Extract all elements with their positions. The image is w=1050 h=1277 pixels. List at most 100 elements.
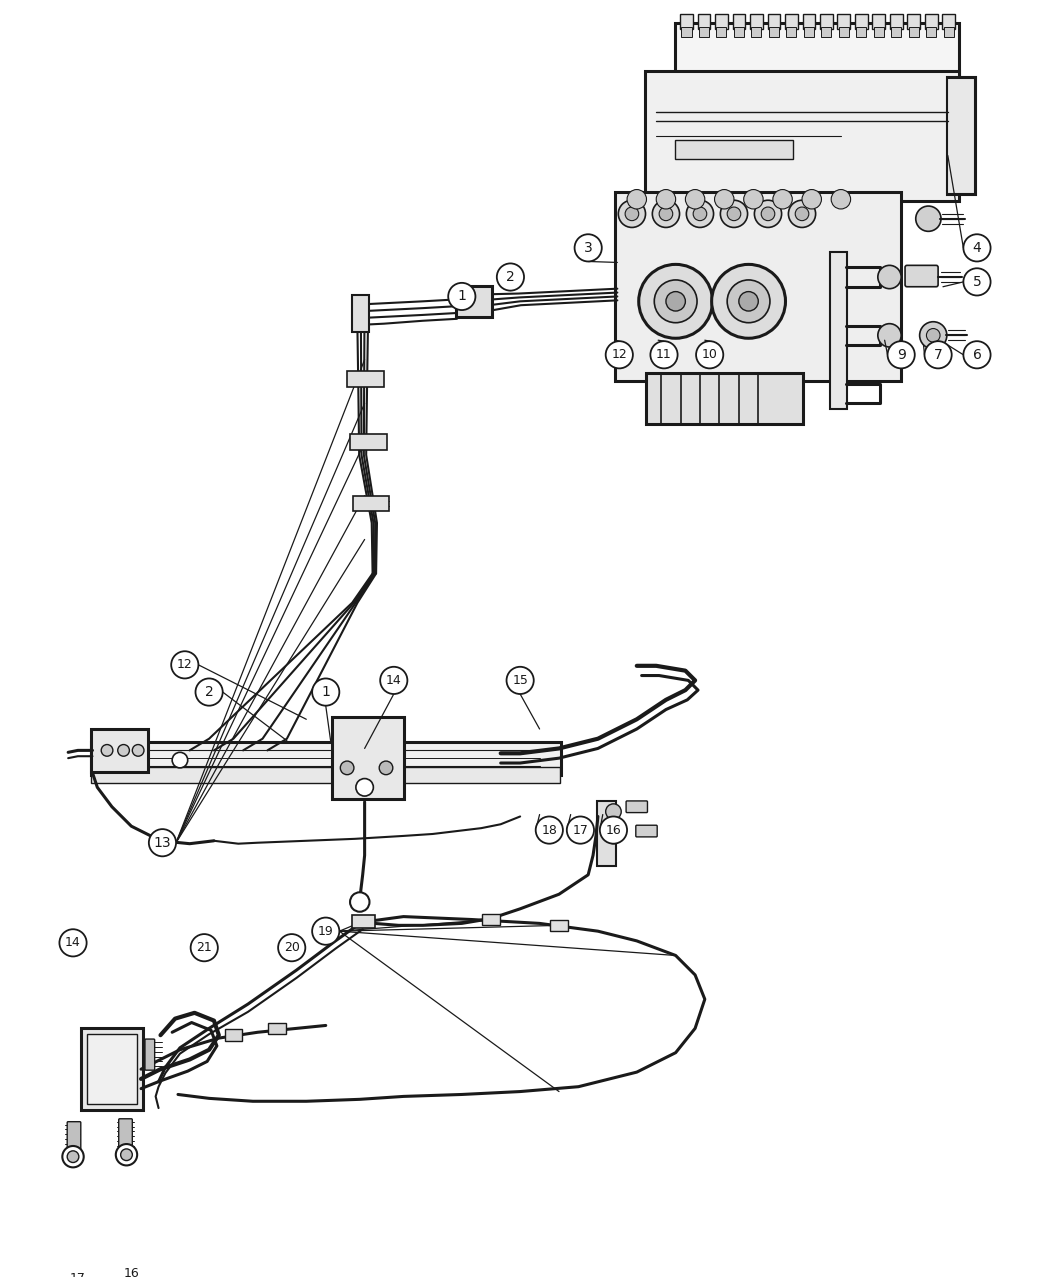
FancyBboxPatch shape xyxy=(90,729,148,771)
Circle shape xyxy=(350,893,370,912)
FancyBboxPatch shape xyxy=(346,372,383,387)
Text: 2: 2 xyxy=(205,684,213,699)
Text: 21: 21 xyxy=(196,941,212,954)
Circle shape xyxy=(171,651,198,678)
Circle shape xyxy=(567,816,594,844)
Circle shape xyxy=(506,667,533,693)
FancyBboxPatch shape xyxy=(905,266,938,287)
Text: 14: 14 xyxy=(386,674,402,687)
FancyBboxPatch shape xyxy=(675,140,793,160)
Circle shape xyxy=(312,918,339,945)
Text: 17: 17 xyxy=(572,824,588,836)
Circle shape xyxy=(754,200,781,227)
Text: 16: 16 xyxy=(606,824,622,836)
FancyBboxPatch shape xyxy=(855,14,867,28)
Circle shape xyxy=(743,189,763,209)
Circle shape xyxy=(720,200,748,227)
FancyBboxPatch shape xyxy=(873,14,885,28)
Text: 20: 20 xyxy=(284,941,299,954)
Circle shape xyxy=(638,264,713,338)
FancyBboxPatch shape xyxy=(67,1121,81,1153)
FancyBboxPatch shape xyxy=(943,14,956,28)
FancyBboxPatch shape xyxy=(90,742,561,775)
Circle shape xyxy=(659,207,673,221)
Circle shape xyxy=(60,930,87,956)
Text: 5: 5 xyxy=(972,275,982,289)
Circle shape xyxy=(887,341,915,368)
Circle shape xyxy=(712,264,785,338)
FancyBboxPatch shape xyxy=(821,27,832,37)
Circle shape xyxy=(625,207,638,221)
Circle shape xyxy=(686,189,705,209)
Circle shape xyxy=(172,752,188,767)
FancyBboxPatch shape xyxy=(802,14,815,28)
FancyBboxPatch shape xyxy=(786,27,797,37)
FancyBboxPatch shape xyxy=(733,14,746,28)
Text: 12: 12 xyxy=(177,659,193,672)
Text: 12: 12 xyxy=(611,349,627,361)
Circle shape xyxy=(963,341,990,368)
Circle shape xyxy=(773,189,793,209)
FancyBboxPatch shape xyxy=(81,1028,143,1110)
Circle shape xyxy=(926,328,940,342)
FancyBboxPatch shape xyxy=(626,801,648,812)
Circle shape xyxy=(606,829,622,844)
Circle shape xyxy=(739,291,758,312)
Circle shape xyxy=(728,207,741,221)
Circle shape xyxy=(356,779,374,796)
Text: 13: 13 xyxy=(153,835,171,849)
Text: 1: 1 xyxy=(321,684,330,699)
Text: 6: 6 xyxy=(972,347,982,361)
FancyBboxPatch shape xyxy=(891,27,902,37)
Circle shape xyxy=(654,280,697,323)
FancyBboxPatch shape xyxy=(350,434,386,450)
Circle shape xyxy=(312,678,339,706)
Circle shape xyxy=(627,189,647,209)
FancyBboxPatch shape xyxy=(925,14,938,28)
Circle shape xyxy=(795,207,808,221)
FancyBboxPatch shape xyxy=(715,14,728,28)
Text: 7: 7 xyxy=(933,347,943,361)
Circle shape xyxy=(920,322,947,349)
Text: 18: 18 xyxy=(542,824,558,836)
FancyBboxPatch shape xyxy=(675,23,959,79)
FancyBboxPatch shape xyxy=(87,1034,138,1105)
FancyBboxPatch shape xyxy=(926,27,937,37)
FancyBboxPatch shape xyxy=(681,27,692,37)
Text: 3: 3 xyxy=(584,241,592,255)
Text: 17: 17 xyxy=(70,1272,86,1277)
Circle shape xyxy=(916,206,941,231)
Circle shape xyxy=(963,268,990,295)
Circle shape xyxy=(497,263,524,291)
FancyBboxPatch shape xyxy=(646,373,803,424)
FancyBboxPatch shape xyxy=(456,286,492,317)
Text: 1: 1 xyxy=(458,290,466,304)
FancyBboxPatch shape xyxy=(768,14,780,28)
Circle shape xyxy=(878,266,901,289)
Circle shape xyxy=(666,291,686,312)
Circle shape xyxy=(789,200,816,227)
Circle shape xyxy=(67,1151,79,1162)
FancyBboxPatch shape xyxy=(352,914,375,928)
FancyBboxPatch shape xyxy=(734,27,744,37)
FancyBboxPatch shape xyxy=(698,27,709,37)
Circle shape xyxy=(924,341,951,368)
Text: 9: 9 xyxy=(897,347,905,361)
Circle shape xyxy=(574,234,602,262)
FancyBboxPatch shape xyxy=(750,14,762,28)
FancyBboxPatch shape xyxy=(332,718,403,799)
FancyBboxPatch shape xyxy=(119,1119,132,1149)
Circle shape xyxy=(650,341,677,368)
FancyBboxPatch shape xyxy=(856,27,866,37)
Circle shape xyxy=(687,200,714,227)
FancyBboxPatch shape xyxy=(225,1029,243,1041)
Circle shape xyxy=(121,1149,132,1161)
FancyBboxPatch shape xyxy=(145,1039,154,1070)
Circle shape xyxy=(116,1144,138,1166)
Circle shape xyxy=(606,341,633,368)
FancyBboxPatch shape xyxy=(597,801,616,866)
FancyBboxPatch shape xyxy=(890,14,903,28)
Circle shape xyxy=(802,189,821,209)
Circle shape xyxy=(191,933,217,962)
FancyBboxPatch shape xyxy=(269,1023,286,1034)
